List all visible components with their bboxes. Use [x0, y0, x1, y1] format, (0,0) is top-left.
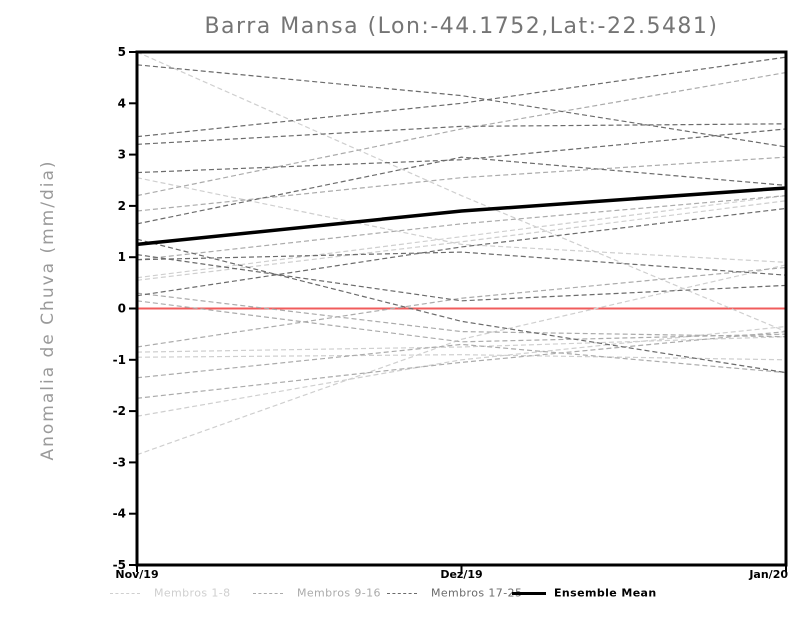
chart-legend: Membros 1-8 Membros 9-16 Membros 17-25 E… — [0, 586, 800, 606]
chart-title: Barra Mansa (Lon:-44.1752,Lat:-22.5481) — [204, 14, 719, 39]
line-member-17 — [136, 64, 787, 148]
dashed-line-swatch — [387, 593, 417, 594]
line-member-2 — [136, 177, 787, 263]
y-tick-label: -3 — [113, 455, 126, 469]
line-member-22 — [136, 238, 787, 374]
legend-item-membros-9-16: Membros 9-16 — [253, 586, 381, 602]
line-member-14 — [136, 330, 787, 399]
line-member-16 — [136, 71, 787, 197]
y-tick-label: -4 — [113, 507, 126, 521]
x-tick-label: Jan/20 — [748, 568, 788, 581]
line-member-12 — [136, 266, 787, 348]
y-tick-label: -1 — [113, 353, 126, 367]
legend-item-membros-1-8: Membros 1-8 — [110, 586, 231, 602]
line-member-1 — [136, 51, 787, 333]
line-member-24 — [136, 251, 787, 276]
legend-label: Membros 17-25 — [431, 586, 523, 600]
x-tick-label: Nov/19 — [115, 568, 158, 581]
line-member-4 — [136, 200, 787, 281]
line-member-21 — [136, 156, 787, 225]
y-tick-label: -5 — [113, 558, 126, 572]
dashed-line-swatch — [110, 593, 140, 594]
y-tick-label: 2 — [118, 199, 126, 213]
line-member-19 — [136, 123, 787, 145]
legend-label: Membros 1-8 — [154, 586, 231, 600]
line-member-18 — [136, 56, 787, 138]
line-member-23 — [136, 254, 787, 302]
dashed-line-swatch — [253, 593, 283, 594]
y-tick-label: 0 — [118, 302, 126, 316]
solid-line-swatch — [512, 592, 546, 595]
legend-label: Membros 9-16 — [297, 586, 381, 600]
line-member-8 — [136, 264, 787, 456]
line-member-15 — [136, 195, 787, 261]
legend-item-membros-17-25: Membros 17-25 — [387, 586, 522, 602]
line-member-6 — [136, 354, 787, 361]
line-member-13 — [136, 343, 787, 379]
line-member-5 — [136, 336, 787, 353]
line-member-20 — [136, 128, 787, 174]
line-member-25 — [136, 207, 787, 297]
legend-item-ensemble-mean: Ensemble Mean — [512, 586, 657, 602]
y-tick-label: 4 — [118, 96, 126, 110]
y-tick-label: 5 — [118, 45, 126, 59]
y-tick-label: 3 — [118, 148, 126, 162]
line-member-10 — [136, 292, 787, 338]
y-tick-label: -2 — [113, 404, 126, 418]
legend-label: Ensemble Mean — [554, 586, 657, 600]
axis-frame — [135, 50, 788, 567]
line-member-9 — [136, 156, 787, 212]
line-member-7 — [136, 325, 787, 417]
line-ensemble-mean — [136, 186, 787, 247]
x-tick-label: Dez/19 — [440, 568, 482, 581]
line-member-3 — [136, 195, 787, 279]
y-tick-label: 1 — [118, 250, 126, 264]
